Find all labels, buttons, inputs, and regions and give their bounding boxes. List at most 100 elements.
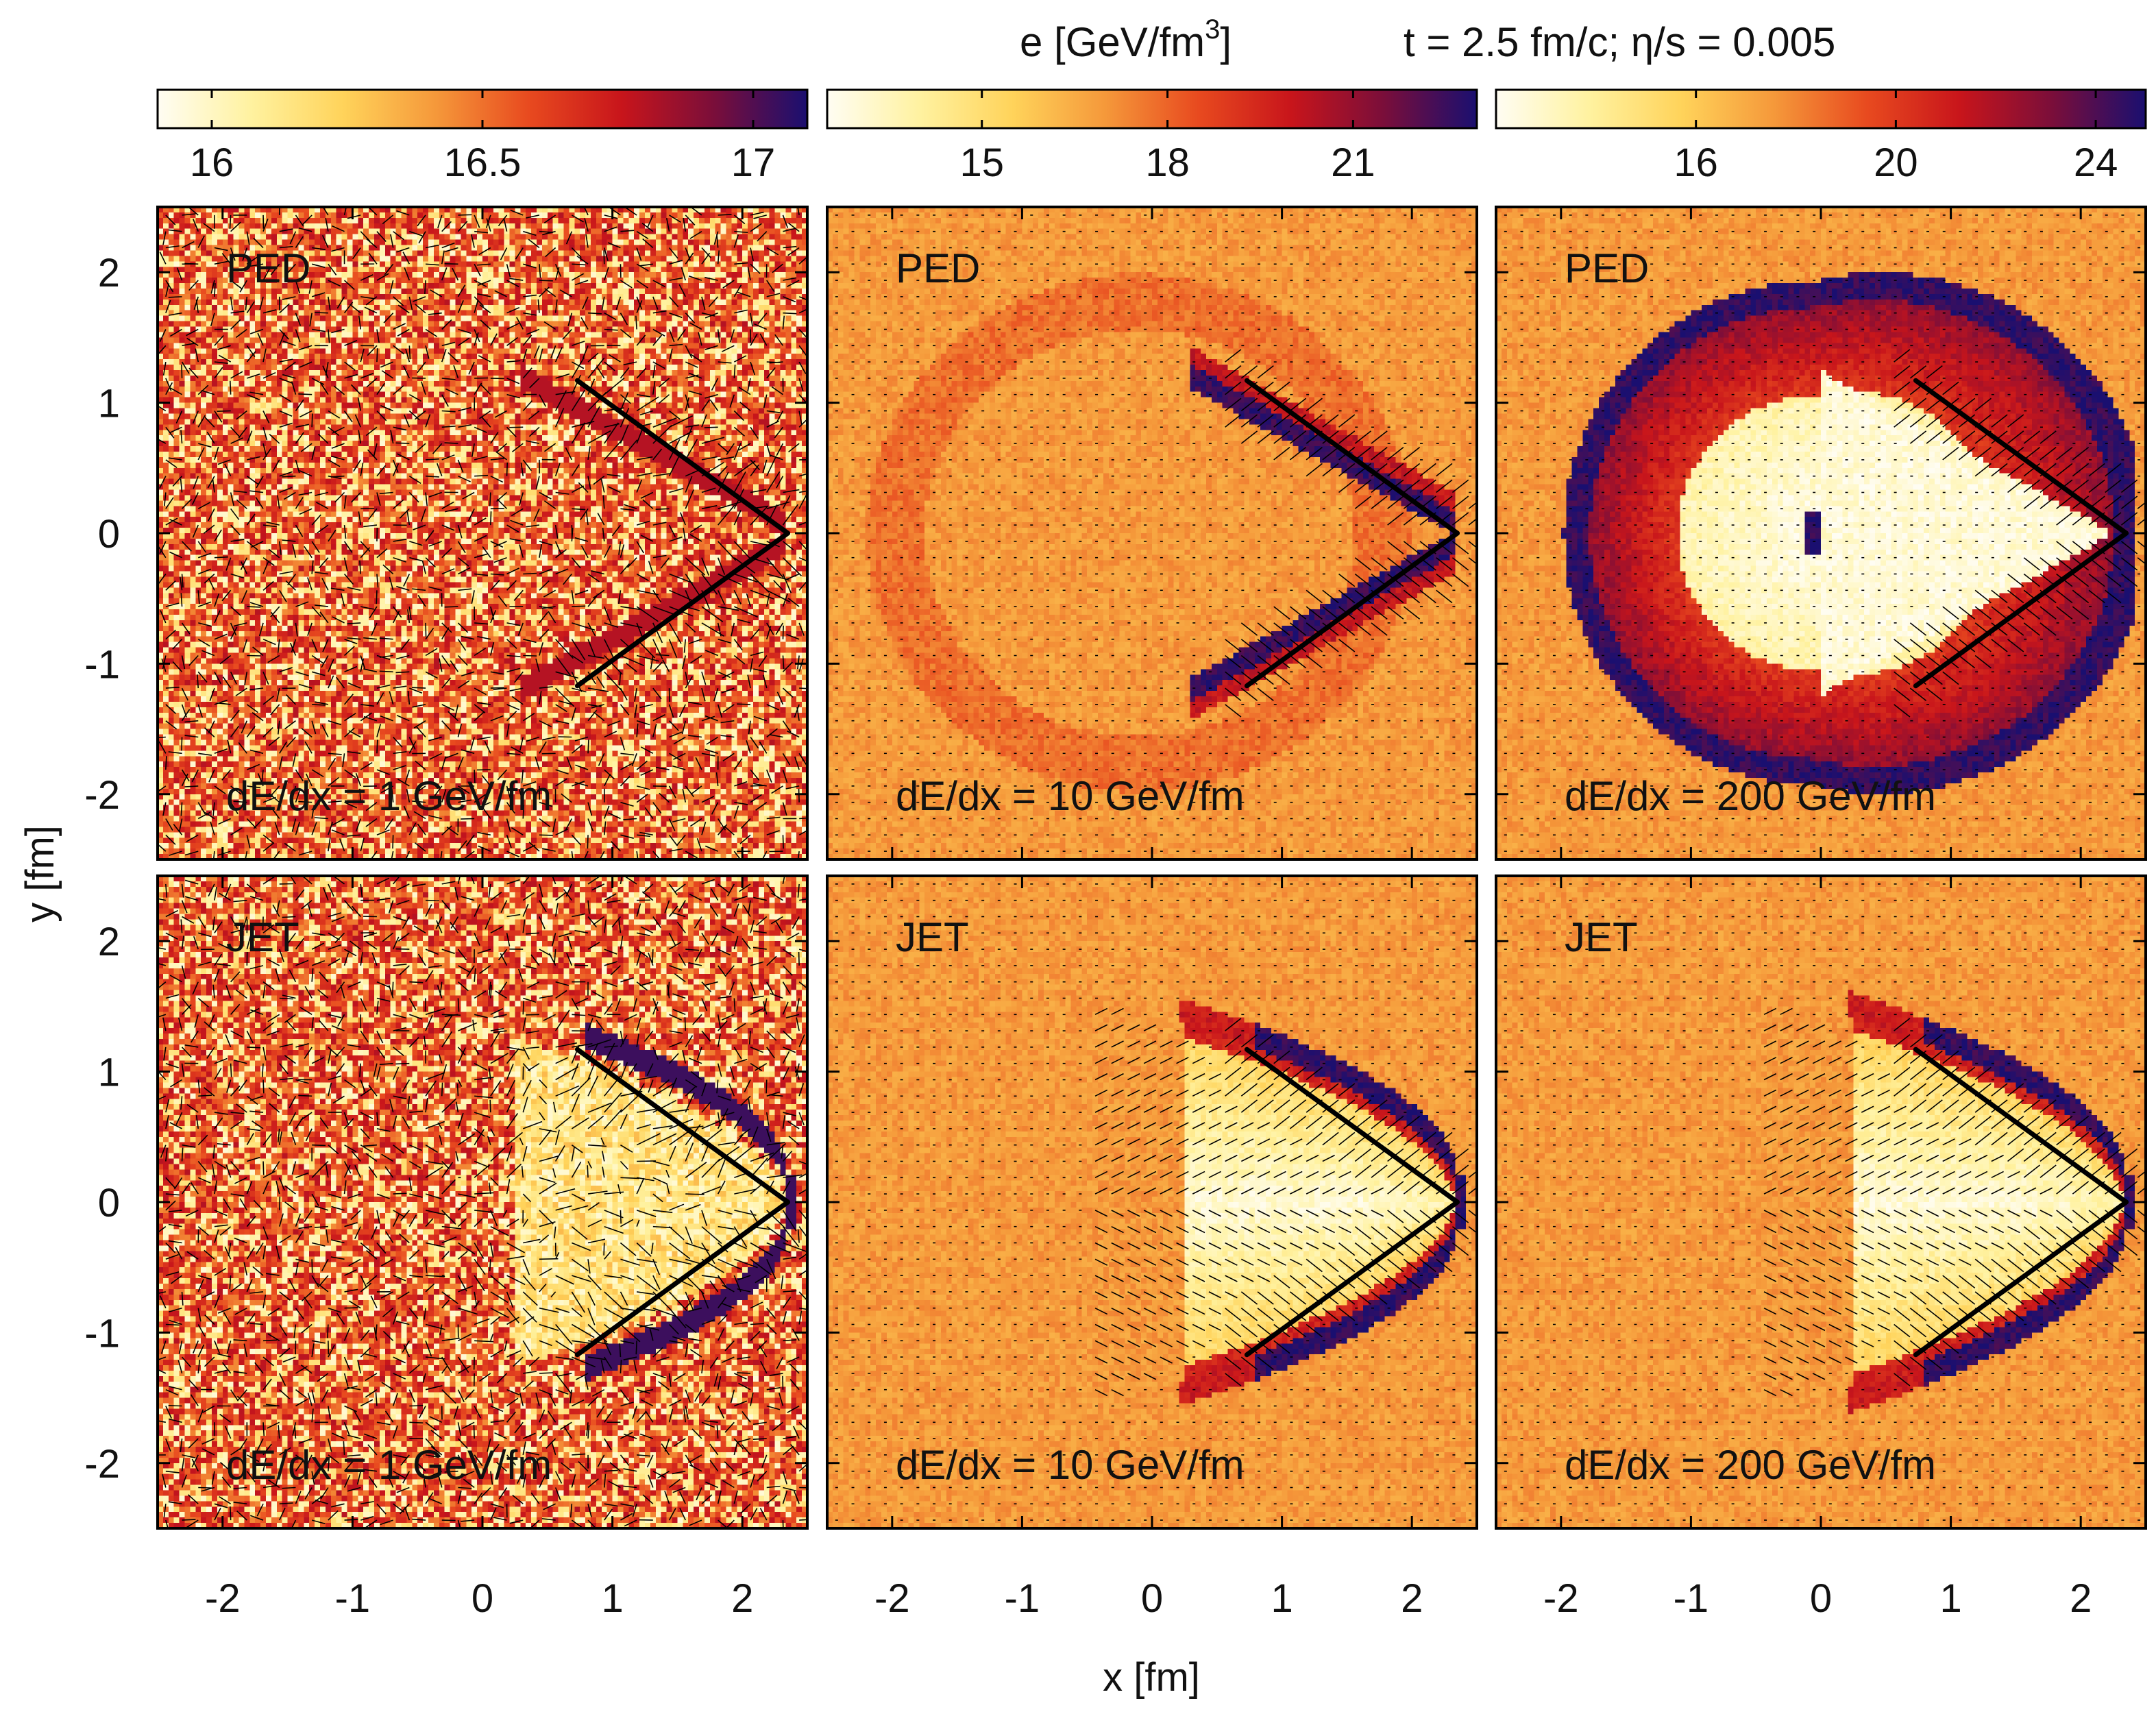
velocity-arrow: [2120, 512, 2138, 526]
velocity-arrow: [2039, 622, 2057, 636]
velocity-arrow: [668, 524, 676, 538]
velocity-arrow: [376, 548, 388, 559]
velocity-arrow: [441, 378, 456, 380]
velocity-arrow: [344, 665, 358, 673]
velocity-arrow: [240, 557, 248, 570]
velocity-arrow: [1240, 639, 1258, 652]
velocity-arrow: [158, 1369, 167, 1374]
velocity-arrow: [478, 801, 491, 809]
velocity-arrow: [425, 263, 439, 266]
velocity-arrow: [235, 328, 247, 339]
velocity-arrow: [626, 663, 637, 672]
velocity-arrow: [158, 1095, 167, 1101]
velocity-arrow: [701, 296, 706, 310]
velocity-arrow: [408, 606, 412, 620]
velocity-arrow: [566, 757, 573, 770]
velocity-arrow: [718, 443, 729, 453]
velocity-arrow: [249, 602, 264, 607]
velocity-arrow: [506, 704, 520, 711]
velocity-arrow: [637, 456, 653, 461]
velocity-arrow: [701, 574, 718, 595]
velocity-arrow: [158, 981, 167, 990]
velocity-arrow: [246, 351, 256, 363]
velocity-arrow: [640, 746, 654, 755]
velocity-arrow: [357, 397, 362, 411]
velocity-arrow: [655, 654, 670, 657]
velocity-arrow: [441, 568, 455, 575]
velocity-arrow: [636, 263, 649, 271]
velocity-arrow: [575, 764, 589, 770]
velocity-arrow: [755, 802, 768, 811]
velocity-arrow: [733, 758, 743, 770]
velocity-arrow: [328, 426, 340, 437]
velocity-arrow: [798, 622, 805, 636]
velocity-arrow: [448, 711, 458, 722]
velocity-arrow: [509, 278, 524, 281]
velocity-arrow: [355, 772, 362, 787]
velocity-arrow: [328, 757, 336, 770]
velocity-arrow: [214, 748, 228, 755]
velocity-arrow: [607, 474, 621, 477]
velocity-arrow: [783, 489, 800, 493]
velocity-arrow: [539, 541, 553, 546]
velocity-arrow: [722, 753, 735, 762]
velocity-arrow: [1289, 446, 1307, 461]
velocity-arrow: [572, 263, 586, 266]
velocity-arrow: [1909, 639, 1927, 652]
velocity-arrow: [307, 577, 313, 591]
velocity-arrow: [262, 580, 274, 591]
colorbar-2: 15 18 21: [826, 88, 1478, 185]
velocity-arrow: [191, 492, 199, 505]
velocity-arrow: [474, 456, 488, 461]
velocity-arrow: [2039, 446, 2057, 461]
velocity-arrow: [230, 524, 241, 536]
panel-dEdx-label: dE/dx = 200 GeV/fm: [1565, 773, 1936, 819]
velocity-arrow: [1225, 381, 1242, 395]
velocity-arrow: [717, 472, 729, 493]
velocity-arrow: [1991, 463, 2008, 477]
velocity-arrow: [165, 932, 178, 940]
velocity-arrow: [523, 638, 537, 644]
velocity-arrow: [227, 739, 232, 754]
velocity-arrow: [718, 573, 742, 585]
velocity-arrow: [554, 524, 559, 539]
velocity-arrow: [652, 296, 659, 310]
velocity-arrow: [360, 606, 374, 610]
velocity-arrow: [233, 800, 247, 803]
velocity-arrow: [1338, 622, 1356, 636]
velocity-arrow: [282, 539, 296, 542]
velocity-arrow: [652, 310, 667, 314]
velocity-arrow: [1322, 606, 1339, 620]
velocity-arrow: [592, 589, 605, 599]
velocity-arrow: [587, 739, 589, 754]
velocity-arrow: [1371, 606, 1388, 620]
velocity-arrow: [425, 648, 438, 657]
velocity-arrow: [197, 590, 200, 604]
velocity-arrow: [571, 273, 585, 281]
velocity-arrow: [158, 785, 167, 793]
velocity-arrow: [298, 851, 313, 856]
velocity-arrow: [766, 830, 780, 836]
velocity-arrow: [405, 851, 411, 859]
velocity-arrow: [604, 440, 622, 461]
velocity-arrow: [2072, 573, 2090, 587]
velocity-arrow: [750, 737, 759, 749]
velocity-arrow: [403, 574, 411, 587]
velocity-arrow: [733, 472, 746, 493]
velocity-arrow: [458, 799, 472, 803]
velocity-arrow: [733, 355, 747, 363]
velocity-arrow: [408, 741, 417, 754]
velocity-arrow: [181, 704, 187, 718]
velocity-arrow: [1354, 622, 1372, 636]
velocity-arrow: [652, 417, 677, 428]
velocity-arrow: [477, 736, 491, 740]
velocity-arrow: [184, 262, 199, 265]
velocity-arrow: [717, 704, 723, 718]
velocity-arrow: [1273, 446, 1290, 461]
velocity-arrow: [554, 541, 562, 554]
velocity-arrow: [393, 539, 407, 542]
velocity-arrow: [381, 370, 394, 379]
velocity-arrow: [397, 304, 410, 314]
velocity-arrow: [165, 459, 177, 469]
velocity-arrow: [407, 691, 411, 705]
